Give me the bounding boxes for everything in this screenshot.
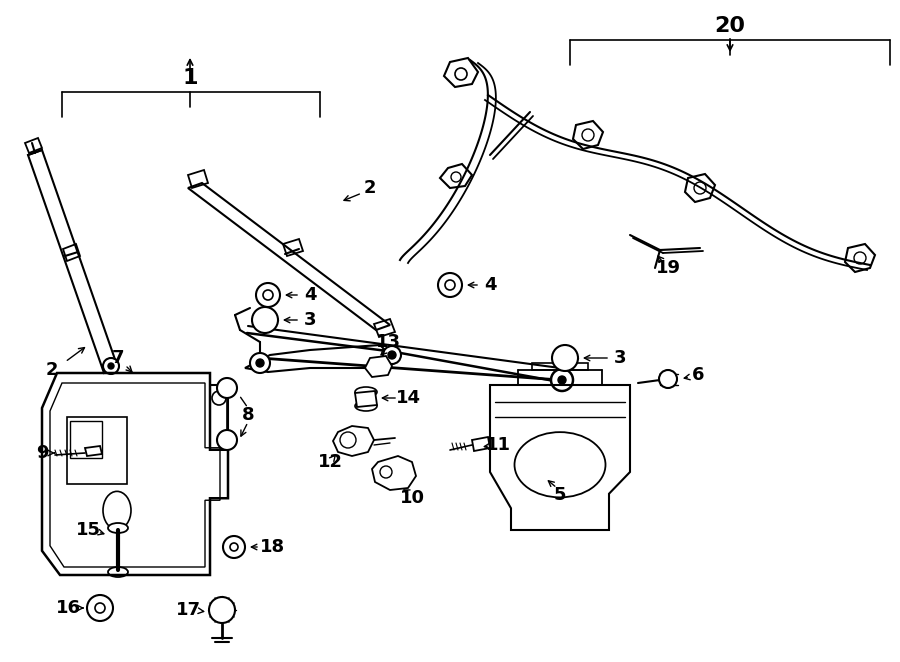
Polygon shape [333, 426, 374, 456]
Circle shape [252, 307, 278, 333]
Text: 2: 2 [46, 361, 58, 379]
Text: 18: 18 [259, 538, 284, 556]
Text: 12: 12 [318, 453, 343, 471]
Text: 14: 14 [395, 389, 420, 407]
Text: 19: 19 [655, 259, 680, 277]
Circle shape [95, 603, 105, 613]
Text: 9: 9 [36, 444, 49, 462]
Polygon shape [365, 356, 392, 377]
Circle shape [223, 536, 245, 558]
Text: 1: 1 [182, 68, 198, 88]
Circle shape [659, 370, 677, 388]
Circle shape [551, 369, 573, 391]
Circle shape [383, 346, 401, 364]
Circle shape [87, 595, 113, 621]
Circle shape [552, 345, 578, 371]
Polygon shape [472, 437, 490, 451]
Ellipse shape [355, 387, 377, 397]
Text: 5: 5 [554, 486, 566, 504]
Circle shape [263, 290, 273, 300]
Circle shape [256, 283, 280, 307]
Circle shape [250, 353, 270, 373]
Ellipse shape [108, 567, 128, 577]
Text: 3: 3 [304, 311, 316, 329]
Circle shape [388, 351, 396, 359]
Circle shape [217, 378, 237, 398]
Circle shape [438, 273, 462, 297]
Text: 3: 3 [614, 349, 626, 367]
Ellipse shape [355, 401, 377, 411]
Text: 13: 13 [375, 333, 401, 351]
Text: 15: 15 [76, 521, 101, 539]
Text: 7: 7 [112, 349, 124, 367]
Circle shape [103, 358, 119, 374]
Polygon shape [372, 456, 416, 490]
Ellipse shape [108, 523, 128, 533]
Circle shape [212, 391, 226, 405]
Circle shape [445, 280, 455, 290]
Text: 20: 20 [715, 16, 745, 36]
Text: 8: 8 [242, 406, 255, 424]
Text: 11: 11 [485, 436, 510, 454]
Circle shape [217, 430, 237, 450]
Circle shape [209, 597, 235, 623]
Text: 4: 4 [484, 276, 496, 294]
Text: 2: 2 [364, 179, 376, 197]
Text: 6: 6 [692, 366, 704, 384]
Circle shape [256, 359, 264, 367]
Text: 4: 4 [304, 286, 316, 304]
Text: 10: 10 [400, 489, 425, 507]
Text: 16: 16 [56, 599, 80, 617]
Circle shape [558, 376, 566, 384]
Circle shape [230, 543, 238, 551]
Polygon shape [355, 391, 377, 407]
Circle shape [108, 363, 114, 369]
Text: 17: 17 [176, 601, 201, 619]
